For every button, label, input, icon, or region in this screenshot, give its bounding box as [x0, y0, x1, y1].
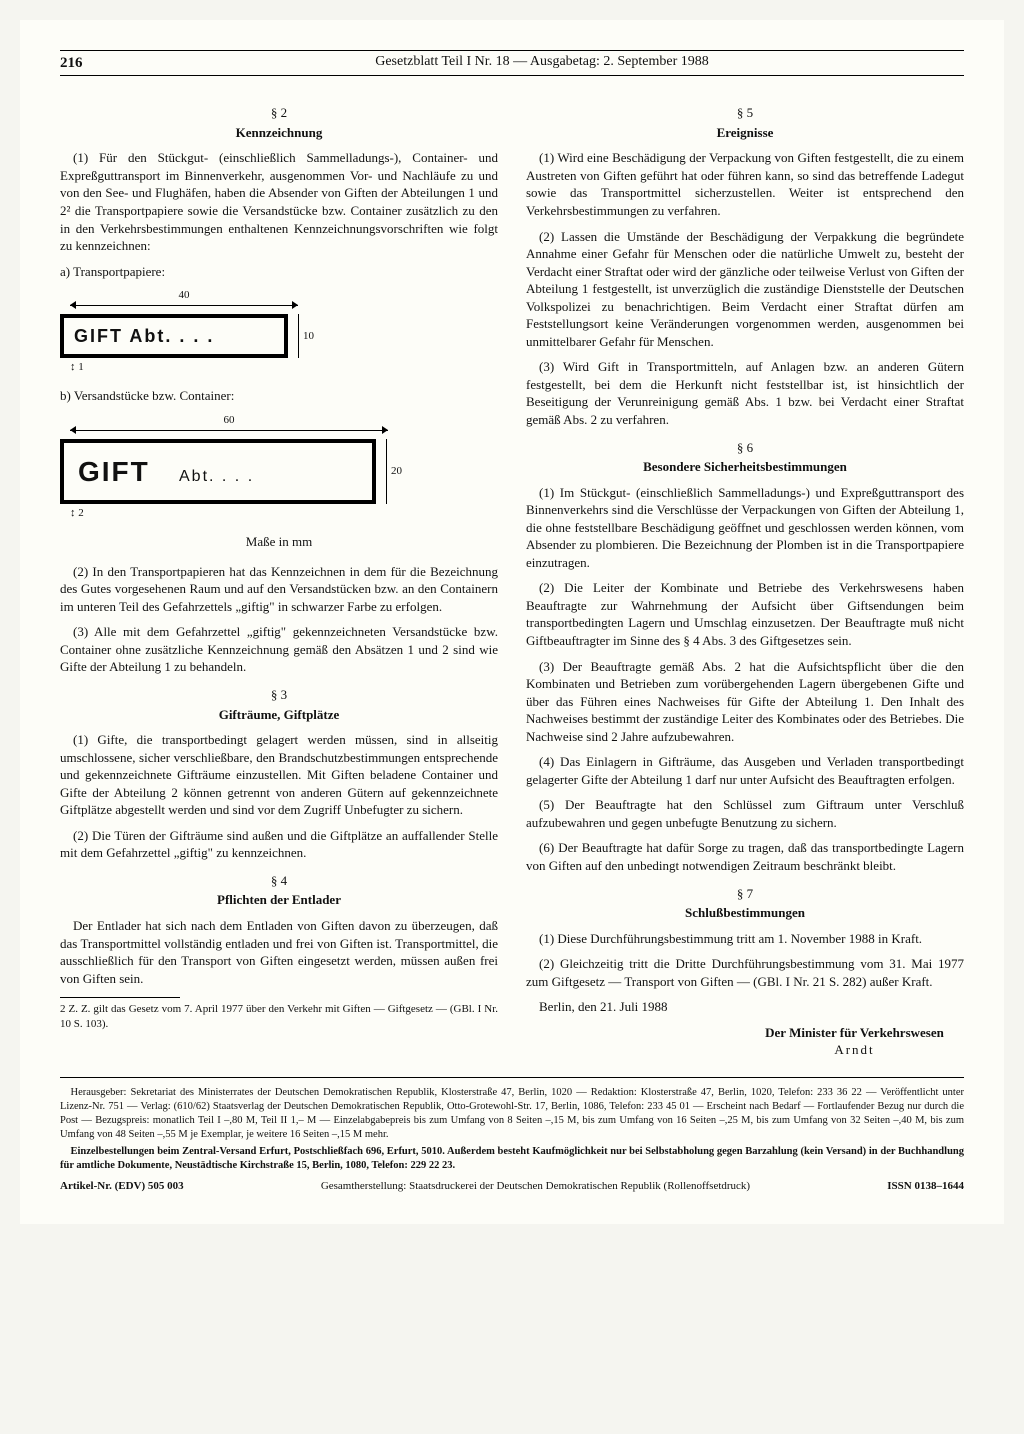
section-2-num: § 2 [60, 104, 498, 122]
diagram-b-width: 60 [70, 413, 388, 431]
imprint-separator [60, 1077, 964, 1078]
signature-block: Der Minister für Verkehrswesen Arndt [526, 1024, 964, 1059]
article-number: Artikel-Nr. (EDV) 505 003 [60, 1179, 184, 1194]
s3-p2: (2) Die Türen der Gifträume sind außen u… [60, 827, 498, 862]
section-7-num: § 7 [526, 885, 964, 903]
section-4-num: § 4 [60, 872, 498, 890]
diagram-a-height: 10 [298, 314, 314, 358]
section-5-num: § 5 [526, 104, 964, 122]
diagram-b: 60 GIFT Abt. . . . 20 ↕ 2 [60, 413, 498, 521]
s5-p2: (2) Lassen die Umstände der Beschädigung… [526, 228, 964, 351]
section-6-title: Besondere Sicherheitsbestimmungen [526, 458, 964, 476]
two-column-layout: § 2 Kennzeichnung (1) Für den Stückgut- … [60, 94, 964, 1059]
left-column: § 2 Kennzeichnung (1) Für den Stückgut- … [60, 94, 498, 1059]
page-header: 216 Gesetzblatt Teil I Nr. 18 — Ausgabet… [60, 50, 964, 76]
right-column: § 5 Ereignisse (1) Wird eine Beschädigun… [526, 94, 964, 1059]
diagram-a: 40 GIFT Abt. . . . 10 ↕ 1 [60, 288, 498, 375]
section-4-title: Pflichten der Entlader [60, 891, 498, 909]
diagram-b-border: ↕ 2 [70, 506, 498, 521]
gift-label-big: GIFT Abt. . . . [60, 439, 376, 505]
s6-p3: (3) Der Beauftragte gemäß Abs. 2 hat die… [526, 658, 964, 746]
s7-p2: (2) Gleichzeitig tritt die Dritte Durchf… [526, 955, 964, 990]
s6-p1: (1) Im Stückgut- (einschließlich Sammell… [526, 484, 964, 572]
section-2-title: Kennzeichnung [60, 124, 498, 142]
diagram-a-border: ↕ 1 [70, 360, 498, 375]
s5-p1: (1) Wird eine Beschädigung der Verpackun… [526, 149, 964, 219]
issn: ISSN 0138–1644 [887, 1179, 964, 1194]
header-title: Gesetzblatt Teil I Nr. 18 — Ausgabetag: … [120, 53, 964, 73]
s2-p3: (3) Alle mit dem Gefahrzettel „giftig" g… [60, 623, 498, 676]
diagram-b-height: 20 [386, 439, 402, 505]
s2-a-label: a) Transportpapiere: [60, 263, 498, 281]
page-number: 216 [60, 53, 120, 73]
section-6-num: § 6 [526, 439, 964, 457]
s6-p5: (5) Der Beauftragte hat den Schlüssel zu… [526, 796, 964, 831]
section-3-title: Gifträume, Giftplätze [60, 706, 498, 724]
s4-p1: Der Entlader hat sich nach dem Entladen … [60, 917, 498, 987]
s2-p2: (2) In den Transportpapieren hat das Ken… [60, 563, 498, 616]
imprint-mid: Gesamtherstellung: Staatsdruckerei der D… [184, 1179, 888, 1194]
s2-p1: (1) Für den Stückgut- (einschließlich Sa… [60, 149, 498, 254]
s6-p4: (4) Das Einlagern in Gifträume, das Ausg… [526, 753, 964, 788]
s7-p1: (1) Diese Durchführungsbestimmung tritt … [526, 930, 964, 948]
section-3-num: § 3 [60, 686, 498, 704]
diagram-caption: Maße in mm [60, 533, 498, 551]
s3-p1: (1) Gifte, die transportbedingt gelagert… [60, 731, 498, 819]
footnote-separator [60, 997, 180, 998]
diagram-a-width: 40 [70, 288, 298, 306]
gift-label-small: GIFT Abt. . . . [60, 314, 288, 358]
imprint-p1: Herausgeber: Sekretariat des Ministerrat… [60, 1086, 964, 1143]
s5-p3: (3) Wird Gift in Transportmitteln, auf A… [526, 358, 964, 428]
signature-date: Berlin, den 21. Juli 1988 [526, 998, 964, 1016]
signature-name: Arndt [745, 1041, 964, 1059]
section-5-title: Ereignisse [526, 124, 964, 142]
footnote-2: 2 Z. Z. gilt das Gesetz vom 7. April 197… [60, 1002, 498, 1032]
imprint: Herausgeber: Sekretariat des Ministerrat… [60, 1086, 964, 1194]
article-row: Artikel-Nr. (EDV) 505 003 Gesamtherstell… [60, 1179, 964, 1194]
section-7-title: Schlußbestimmungen [526, 904, 964, 922]
imprint-p2: Einzelbestellungen beim Zentral-Versand … [60, 1145, 964, 1173]
s6-p6: (6) Der Beauftragte hat dafür Sorge zu t… [526, 839, 964, 874]
s2-b-label: b) Versandstücke bzw. Container: [60, 387, 498, 405]
signature-title: Der Minister für Verkehrswesen [745, 1024, 964, 1042]
s6-p2: (2) Die Leiter der Kombinate und Betrieb… [526, 579, 964, 649]
page: 216 Gesetzblatt Teil I Nr. 18 — Ausgabet… [20, 20, 1004, 1224]
